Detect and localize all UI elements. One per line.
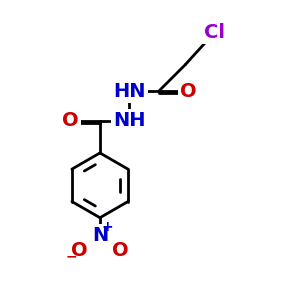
Text: O: O xyxy=(112,241,129,260)
Text: O: O xyxy=(62,111,79,130)
Text: Cl: Cl xyxy=(204,23,225,42)
Text: −: − xyxy=(65,249,77,263)
Text: N: N xyxy=(92,226,108,245)
Text: HN: HN xyxy=(113,82,146,100)
Text: O: O xyxy=(71,241,88,260)
Text: NH: NH xyxy=(113,111,146,130)
Text: O: O xyxy=(180,82,196,100)
Text: +: + xyxy=(101,220,113,234)
